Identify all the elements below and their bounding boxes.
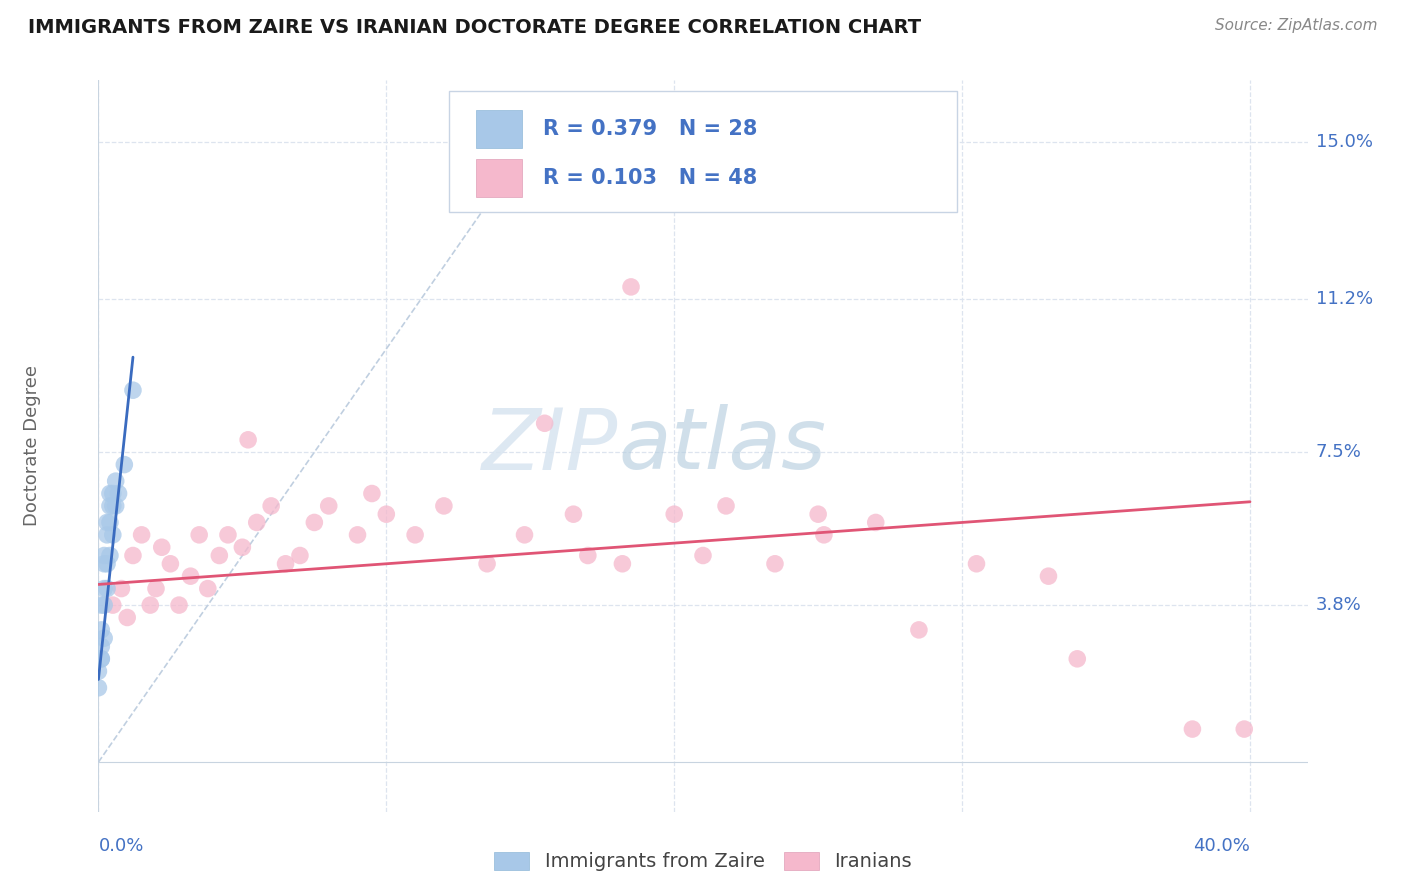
Point <box>180 569 202 583</box>
Point <box>865 516 887 530</box>
Point <box>1038 569 1060 583</box>
Point <box>375 507 398 521</box>
Text: atlas: atlas <box>619 404 827 488</box>
Point <box>131 528 153 542</box>
Point <box>98 499 121 513</box>
Point <box>90 652 112 666</box>
Point <box>112 458 135 472</box>
Point <box>475 557 498 571</box>
Text: 40.0%: 40.0% <box>1194 837 1250 855</box>
Point <box>93 549 115 563</box>
Text: 3.8%: 3.8% <box>1316 596 1361 614</box>
Point <box>122 549 145 563</box>
Point <box>217 528 239 542</box>
Point <box>714 499 737 513</box>
Text: 15.0%: 15.0% <box>1316 133 1372 152</box>
Point <box>361 486 384 500</box>
Point <box>93 598 115 612</box>
Point <box>908 623 931 637</box>
Point <box>513 528 536 542</box>
Point <box>1181 722 1204 736</box>
Point <box>150 541 173 555</box>
Point <box>101 528 124 542</box>
Point <box>1233 722 1256 736</box>
Point <box>101 598 124 612</box>
Point <box>145 582 167 596</box>
Point <box>246 516 269 530</box>
Point <box>96 516 118 530</box>
FancyBboxPatch shape <box>475 110 522 147</box>
Point <box>104 474 127 488</box>
Text: Doctorate Degree: Doctorate Degree <box>22 366 41 526</box>
Point <box>167 598 190 612</box>
Point <box>93 631 115 645</box>
Point <box>87 664 110 678</box>
Point <box>433 499 456 513</box>
Point <box>96 582 118 596</box>
Point <box>318 499 340 513</box>
Point <box>813 528 835 542</box>
Point <box>692 549 714 563</box>
Point <box>612 557 634 571</box>
Point <box>90 652 112 666</box>
FancyBboxPatch shape <box>475 160 522 197</box>
Point <box>101 499 124 513</box>
Point <box>208 549 231 563</box>
Text: Source: ZipAtlas.com: Source: ZipAtlas.com <box>1215 18 1378 33</box>
Legend: Immigrants from Zaire, Iranians: Immigrants from Zaire, Iranians <box>494 852 912 871</box>
Point <box>562 507 585 521</box>
Point <box>260 499 283 513</box>
Point <box>231 541 253 555</box>
Point <box>93 582 115 596</box>
FancyBboxPatch shape <box>449 91 957 212</box>
Point <box>288 549 311 563</box>
Point <box>404 528 426 542</box>
Point <box>576 549 599 563</box>
Point <box>346 528 368 542</box>
Text: IMMIGRANTS FROM ZAIRE VS IRANIAN DOCTORATE DEGREE CORRELATION CHART: IMMIGRANTS FROM ZAIRE VS IRANIAN DOCTORA… <box>28 18 921 37</box>
Text: R = 0.103   N = 48: R = 0.103 N = 48 <box>543 169 758 188</box>
Text: ZIP: ZIP <box>482 404 619 488</box>
Point <box>966 557 988 571</box>
Point <box>115 610 138 624</box>
Point <box>93 557 115 571</box>
Point <box>122 383 145 397</box>
Point <box>304 516 326 530</box>
Point <box>87 681 110 695</box>
Point <box>90 598 112 612</box>
Point <box>96 528 118 542</box>
Point <box>620 280 643 294</box>
Point <box>807 507 830 521</box>
Point <box>98 549 121 563</box>
Point <box>101 486 124 500</box>
Point <box>139 598 162 612</box>
Point <box>90 623 112 637</box>
Point <box>533 417 555 431</box>
Point <box>664 507 686 521</box>
Point <box>763 557 786 571</box>
Point <box>188 528 211 542</box>
Text: 7.5%: 7.5% <box>1316 443 1362 461</box>
Point <box>159 557 181 571</box>
Point <box>98 516 121 530</box>
Text: R = 0.379   N = 28: R = 0.379 N = 28 <box>543 119 758 138</box>
Text: 11.2%: 11.2% <box>1316 290 1374 309</box>
Point <box>90 640 112 654</box>
Point <box>110 582 132 596</box>
Point <box>197 582 219 596</box>
Point <box>236 433 259 447</box>
Point <box>274 557 297 571</box>
Point <box>98 486 121 500</box>
Point <box>96 557 118 571</box>
Point <box>107 486 129 500</box>
Text: 0.0%: 0.0% <box>98 837 143 855</box>
Point <box>1066 652 1088 666</box>
Point <box>104 499 127 513</box>
